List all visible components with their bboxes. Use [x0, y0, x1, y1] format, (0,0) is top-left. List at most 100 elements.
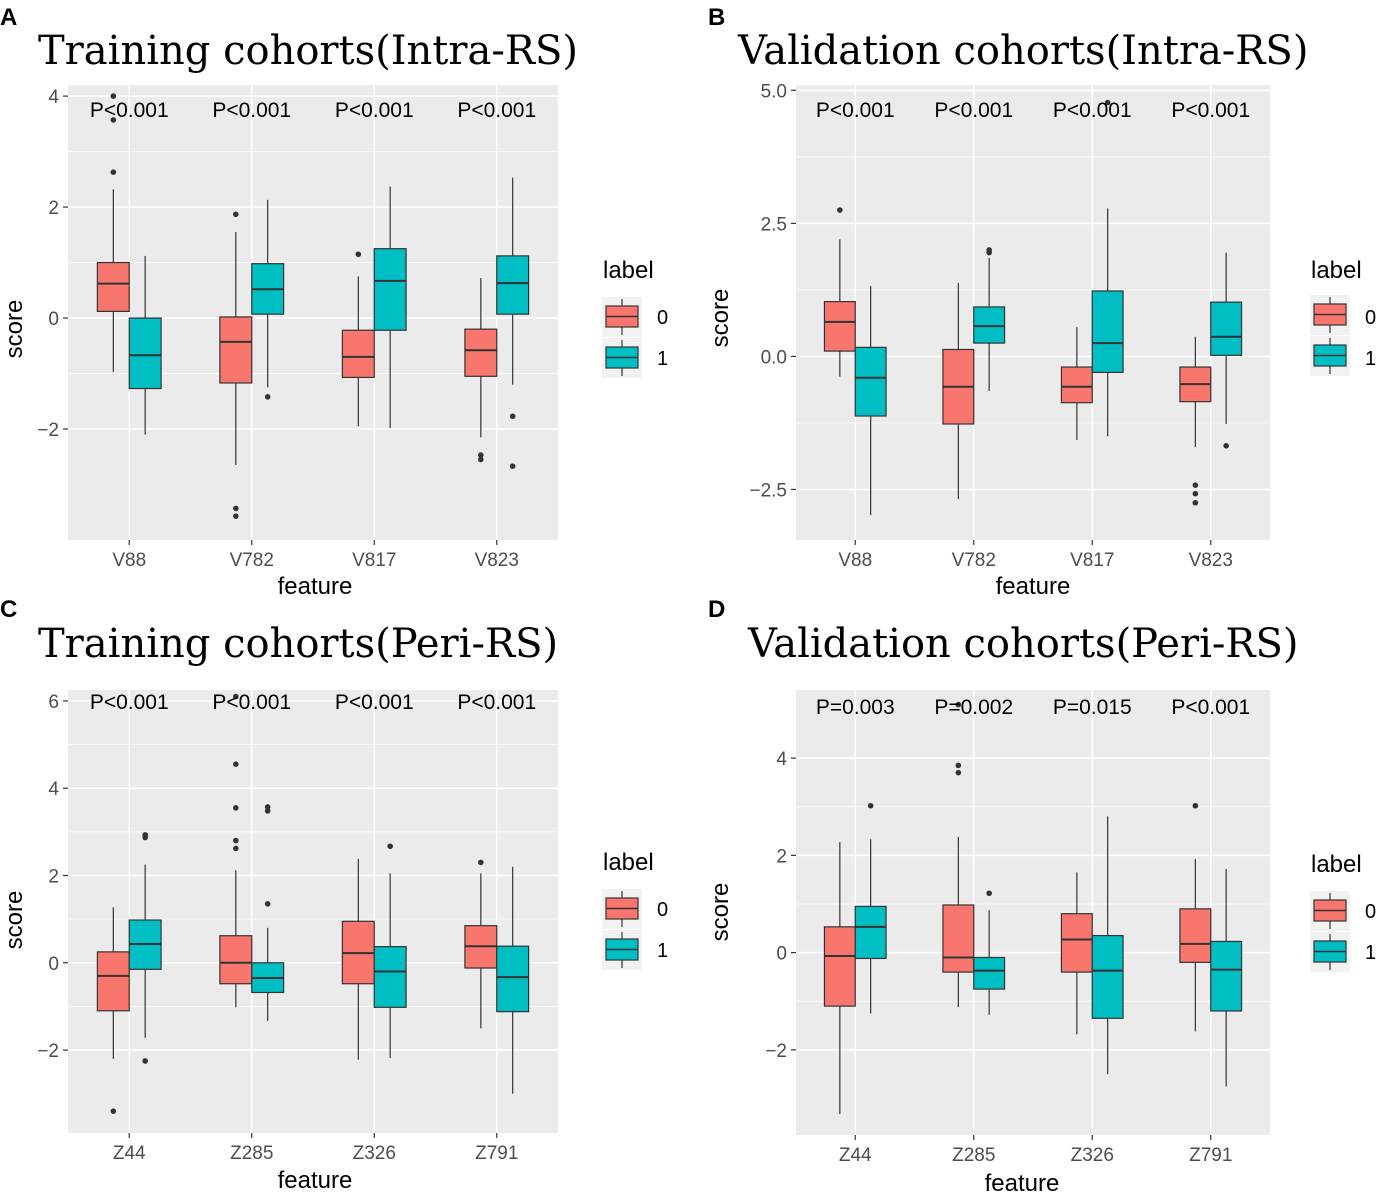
box-iqr — [373, 248, 407, 331]
box-V88-label-0 — [96, 93, 130, 372]
panel-title-c: Training cohorts(Peri-RS) — [38, 621, 558, 667]
panel-d: D Validation cohorts(Peri-RS) −2 0 2 4 Z44 Z2… — [707, 596, 1376, 1192]
legend-label-1-c: 1 — [657, 940, 668, 962]
x-tick-label: V782 — [230, 550, 274, 571]
legend-b: label 0 1 — [1310, 257, 1376, 376]
x-axis-label-d: feature — [985, 1170, 1060, 1192]
outlier-point — [837, 207, 843, 213]
x-tick-label: V823 — [1189, 550, 1233, 571]
panel-label-b: B — [708, 4, 725, 31]
panel-c: C Training cohorts(Peri-RS) −2 0 2 4 6 Z44 Z28… — [0, 596, 668, 1192]
x-tick-label: V88 — [112, 550, 146, 571]
y-tick-label: 0 — [776, 944, 787, 965]
box-iqr — [96, 261, 130, 312]
outlier-point — [110, 1108, 117, 1114]
box-Z326-label-1 — [373, 843, 407, 1058]
box-Z791-label-1 — [496, 866, 530, 1094]
box-iqr — [1210, 940, 1243, 1012]
box-Z285-label-1 — [973, 890, 1006, 1015]
box-iqr — [1060, 913, 1093, 973]
box-iqr — [464, 328, 498, 377]
box-iqr — [973, 306, 1006, 344]
y-axis-label-a: score — [1, 300, 28, 359]
x-tick-label: Z44 — [839, 1145, 872, 1166]
x-tick-label: Z791 — [475, 1143, 518, 1164]
outlier-point — [478, 456, 484, 463]
x-tick-label: V817 — [1070, 550, 1114, 571]
legend-title-d: label — [1311, 851, 1362, 878]
box-iqr — [854, 346, 887, 417]
outlier-point — [110, 93, 117, 99]
outlier-point — [509, 463, 516, 470]
outlier-point — [986, 247, 992, 253]
y-tick-label: −2.5 — [749, 480, 787, 501]
box-iqr — [219, 316, 253, 384]
y-tick-label: 6 — [48, 692, 59, 713]
outlier-point — [1192, 802, 1199, 809]
legend-c: label 0 1 — [602, 849, 668, 970]
y-tick-label: −2 — [37, 420, 59, 441]
outlier-point — [110, 169, 117, 175]
p-value-label: P<0.001 — [212, 691, 291, 714]
outlier-point — [1192, 482, 1199, 488]
p-value-label: P<0.001 — [90, 691, 169, 714]
box-iqr — [1060, 366, 1093, 404]
panel-title-a: Training cohorts(Intra-RS) — [38, 28, 578, 74]
x-tick-label: Z326 — [1071, 1145, 1114, 1166]
outlier-point — [264, 394, 271, 400]
box-Z44-label-0 — [96, 907, 130, 1114]
p-value-label: P=0.002 — [934, 696, 1013, 719]
box-Z791-label-0 — [1179, 802, 1212, 1032]
y-tick-label: 0 — [48, 309, 59, 330]
box-V88-label-1 — [854, 286, 887, 515]
outlier-point — [233, 513, 239, 519]
outlier-point — [955, 762, 962, 769]
x-axis-label-b: feature — [996, 573, 1071, 600]
outlier-point — [955, 769, 962, 776]
outlier-point — [142, 832, 148, 838]
p-value-label: P<0.001 — [212, 99, 291, 122]
box-iqr — [219, 935, 253, 985]
outlier-point — [264, 901, 271, 907]
box-iqr — [496, 945, 530, 1013]
p-value-label: P<0.001 — [1171, 696, 1250, 719]
box-iqr — [942, 904, 975, 973]
panel-b: B Validation cohorts(Intra-RS) −2.5 0.0 2.… — [707, 4, 1376, 600]
box-V823-label-0 — [464, 278, 498, 463]
box-V88-label-1 — [128, 255, 162, 435]
x-tick-label: V782 — [952, 550, 996, 571]
outlier-point — [986, 890, 992, 897]
p-value-label: P<0.001 — [816, 99, 895, 122]
p-value-label: P<0.001 — [1171, 99, 1250, 122]
box-iqr — [496, 255, 530, 315]
y-tick-label: 4 — [48, 779, 59, 800]
box-Z326-label-1 — [1091, 816, 1124, 1075]
box-Z326-label-0 — [1060, 872, 1093, 1035]
p-value-label: P<0.001 — [457, 99, 536, 122]
box-V823-label-1 — [496, 177, 530, 470]
box-iqr — [1091, 935, 1124, 1019]
box-Z791-label-1 — [1210, 868, 1243, 1087]
p-value-label: P<0.001 — [1053, 99, 1132, 122]
outlier-point — [264, 804, 271, 810]
outlier-point — [1104, 99, 1111, 106]
y-tick-label: 2 — [776, 846, 787, 867]
x-tick-label: V823 — [475, 550, 519, 571]
box-iqr — [1179, 908, 1212, 963]
box-Z285-label-0 — [219, 693, 253, 1008]
outlier-point — [233, 845, 239, 852]
outlier-point — [355, 251, 362, 258]
legend-label-0-a: 0 — [657, 307, 668, 329]
plot-background-c — [68, 690, 558, 1133]
panel-label-d: D — [708, 596, 725, 623]
legend-label-1-b: 1 — [1365, 348, 1376, 370]
box-iqr — [128, 317, 162, 390]
outlier-point — [867, 802, 874, 809]
x-tick-label: V817 — [352, 550, 396, 571]
box-iqr — [823, 926, 856, 1007]
x-tick-label: Z326 — [353, 1143, 396, 1164]
panel-a: A Training cohorts(Intra-RS) −2 0 2 4 V88 V78… — [0, 4, 668, 600]
plot-background-b — [796, 85, 1270, 540]
y-axis-label-c: score — [1, 891, 28, 950]
outlier-point — [233, 837, 239, 844]
